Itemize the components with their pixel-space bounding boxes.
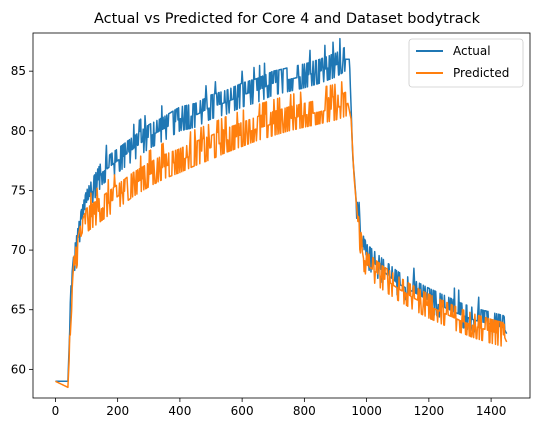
x-tick-label: 600 bbox=[231, 404, 254, 418]
legend-label-actual: Actual bbox=[453, 44, 491, 58]
y-tick-label: 85 bbox=[11, 64, 26, 78]
x-tick-label: 400 bbox=[168, 404, 191, 418]
x-tick-label: 1400 bbox=[476, 404, 507, 418]
y-tick-label: 75 bbox=[11, 183, 26, 197]
y-tick-label: 65 bbox=[11, 303, 26, 317]
x-tick-label: 1000 bbox=[351, 404, 382, 418]
x-tick-label: 0 bbox=[52, 404, 60, 418]
y-tick-label: 60 bbox=[11, 362, 26, 376]
chart-title: Actual vs Predicted for Core 4 and Datas… bbox=[94, 11, 481, 27]
x-tick-label: 200 bbox=[106, 404, 129, 418]
x-tick-label: 800 bbox=[293, 404, 316, 418]
y-tick-label: 80 bbox=[11, 124, 26, 138]
y-tick-label: 70 bbox=[11, 243, 26, 257]
legend: Actual Predicted bbox=[409, 39, 523, 87]
x-tick-label: 1200 bbox=[414, 404, 445, 418]
legend-label-predicted: Predicted bbox=[453, 66, 509, 80]
